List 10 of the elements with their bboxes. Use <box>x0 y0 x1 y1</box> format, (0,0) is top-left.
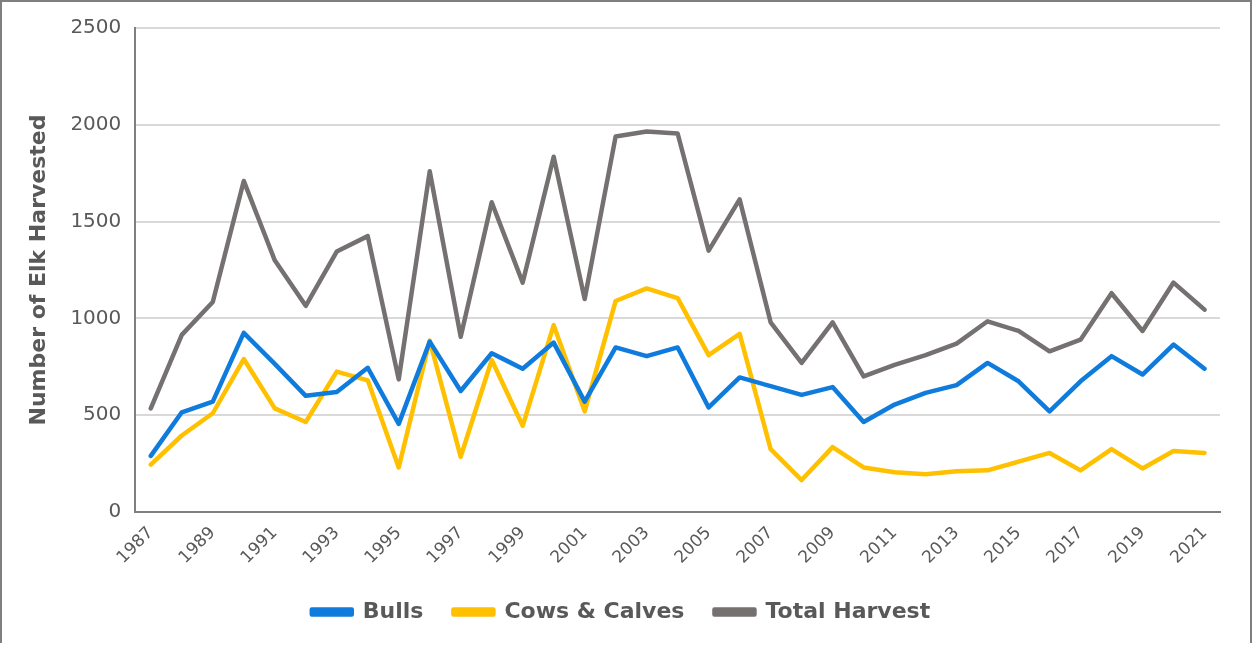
y-tick-label: 500 <box>83 401 122 426</box>
y-tick-label: 2500 <box>70 14 122 39</box>
y-tick-label: 2000 <box>70 111 122 135</box>
legend-label: Cows & Calves <box>504 597 685 623</box>
y-tick-label: 1500 <box>70 207 122 232</box>
y-axis-title: Number of Elk Harvested <box>24 114 50 426</box>
y-tick-label: 1000 <box>70 304 122 329</box>
y-tick-label: 0 <box>108 498 122 523</box>
legend-label: Bulls <box>362 597 424 623</box>
legend-label: Total Harvest <box>765 597 931 623</box>
